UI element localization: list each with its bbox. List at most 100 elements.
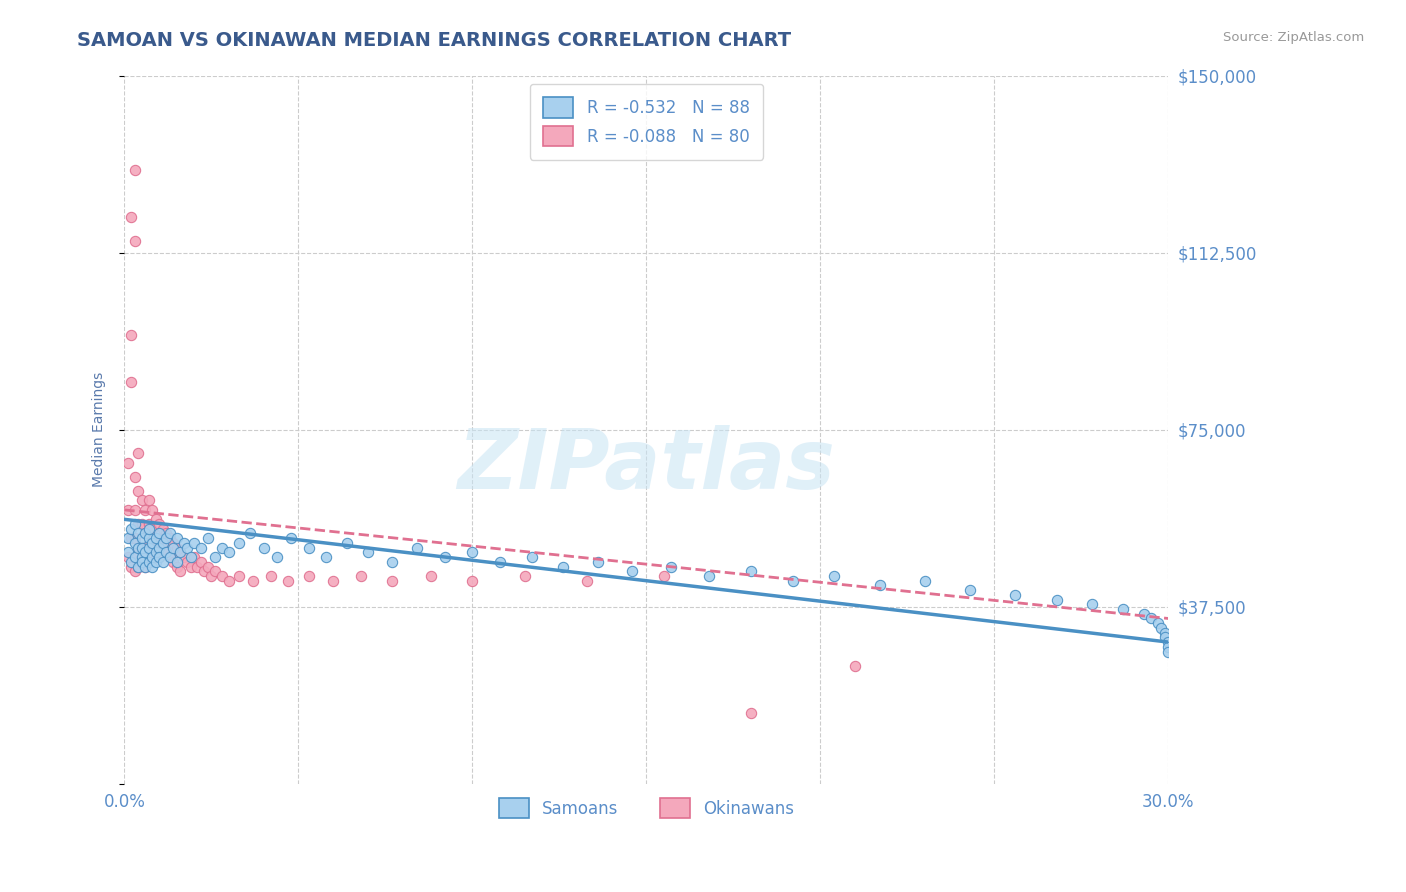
Point — [127, 446, 149, 460]
Point — [120, 531, 142, 545]
Point — [152, 522, 174, 536]
Point — [652, 569, 675, 583]
Point — [159, 550, 181, 565]
Point — [162, 536, 184, 550]
Point — [461, 574, 484, 588]
Point — [145, 545, 167, 559]
Point — [520, 550, 543, 565]
Point — [131, 493, 153, 508]
Point — [266, 550, 288, 565]
Point — [914, 574, 936, 588]
Point — [124, 531, 146, 545]
Point — [176, 541, 198, 555]
Point — [138, 555, 160, 569]
Point — [183, 550, 205, 565]
Point — [1046, 592, 1069, 607]
Point — [117, 545, 139, 559]
Point — [152, 555, 174, 569]
Point — [419, 569, 441, 583]
Point — [239, 526, 262, 541]
Point — [357, 545, 380, 559]
Point — [621, 564, 644, 578]
Point — [120, 559, 142, 574]
Point — [204, 550, 226, 565]
Point — [155, 545, 177, 559]
Point — [173, 536, 195, 550]
Point — [124, 163, 146, 178]
Point — [659, 559, 682, 574]
Legend: Samoans, Okinawans: Samoans, Okinawans — [492, 791, 801, 825]
Point — [124, 536, 146, 550]
Point — [120, 328, 142, 343]
Point — [131, 555, 153, 569]
Point — [148, 536, 170, 550]
Point — [162, 541, 184, 555]
Point — [204, 564, 226, 578]
Point — [162, 555, 184, 569]
Point — [124, 234, 146, 248]
Point — [134, 559, 156, 574]
Point — [127, 559, 149, 574]
Point — [138, 522, 160, 536]
Point — [131, 517, 153, 532]
Point — [148, 550, 170, 565]
Point — [124, 550, 146, 565]
Point — [381, 574, 404, 588]
Point — [141, 522, 163, 536]
Point — [166, 541, 188, 555]
Point — [124, 564, 146, 578]
Point — [280, 531, 302, 545]
Point — [218, 545, 240, 559]
Point — [844, 658, 866, 673]
Point — [124, 550, 146, 565]
Point — [381, 555, 404, 569]
Point — [120, 522, 142, 536]
Text: SAMOAN VS OKINAWAN MEDIAN EARNINGS CORRELATION CHART: SAMOAN VS OKINAWAN MEDIAN EARNINGS CORRE… — [77, 31, 792, 50]
Point — [138, 541, 160, 555]
Point — [869, 578, 891, 592]
Point — [127, 559, 149, 574]
Point — [131, 541, 153, 555]
Point — [117, 531, 139, 545]
Point — [176, 555, 198, 569]
Point — [138, 536, 160, 550]
Point — [169, 564, 191, 578]
Point — [959, 583, 981, 598]
Point — [134, 545, 156, 559]
Point — [124, 470, 146, 484]
Point — [138, 531, 160, 545]
Point — [141, 503, 163, 517]
Point — [173, 550, 195, 565]
Point — [197, 531, 219, 545]
Point — [120, 376, 142, 390]
Point — [145, 531, 167, 545]
Point — [298, 569, 321, 583]
Point — [336, 536, 359, 550]
Point — [148, 526, 170, 541]
Point — [551, 559, 574, 574]
Point — [145, 550, 167, 565]
Point — [179, 550, 201, 565]
Point — [1153, 631, 1175, 645]
Point — [145, 555, 167, 569]
Point — [179, 559, 201, 574]
Point — [277, 574, 299, 588]
Point — [350, 569, 373, 583]
Point — [138, 555, 160, 569]
Point — [190, 541, 212, 555]
Text: ZIPatlas: ZIPatlas — [457, 425, 835, 506]
Point — [141, 541, 163, 555]
Point — [166, 531, 188, 545]
Point — [134, 545, 156, 559]
Point — [242, 574, 264, 588]
Point — [298, 541, 321, 555]
Point — [127, 517, 149, 532]
Point — [141, 559, 163, 574]
Point — [159, 531, 181, 545]
Point — [131, 541, 153, 555]
Point — [138, 517, 160, 532]
Point — [124, 517, 146, 532]
Point — [252, 541, 274, 555]
Point — [127, 541, 149, 555]
Point — [145, 512, 167, 526]
